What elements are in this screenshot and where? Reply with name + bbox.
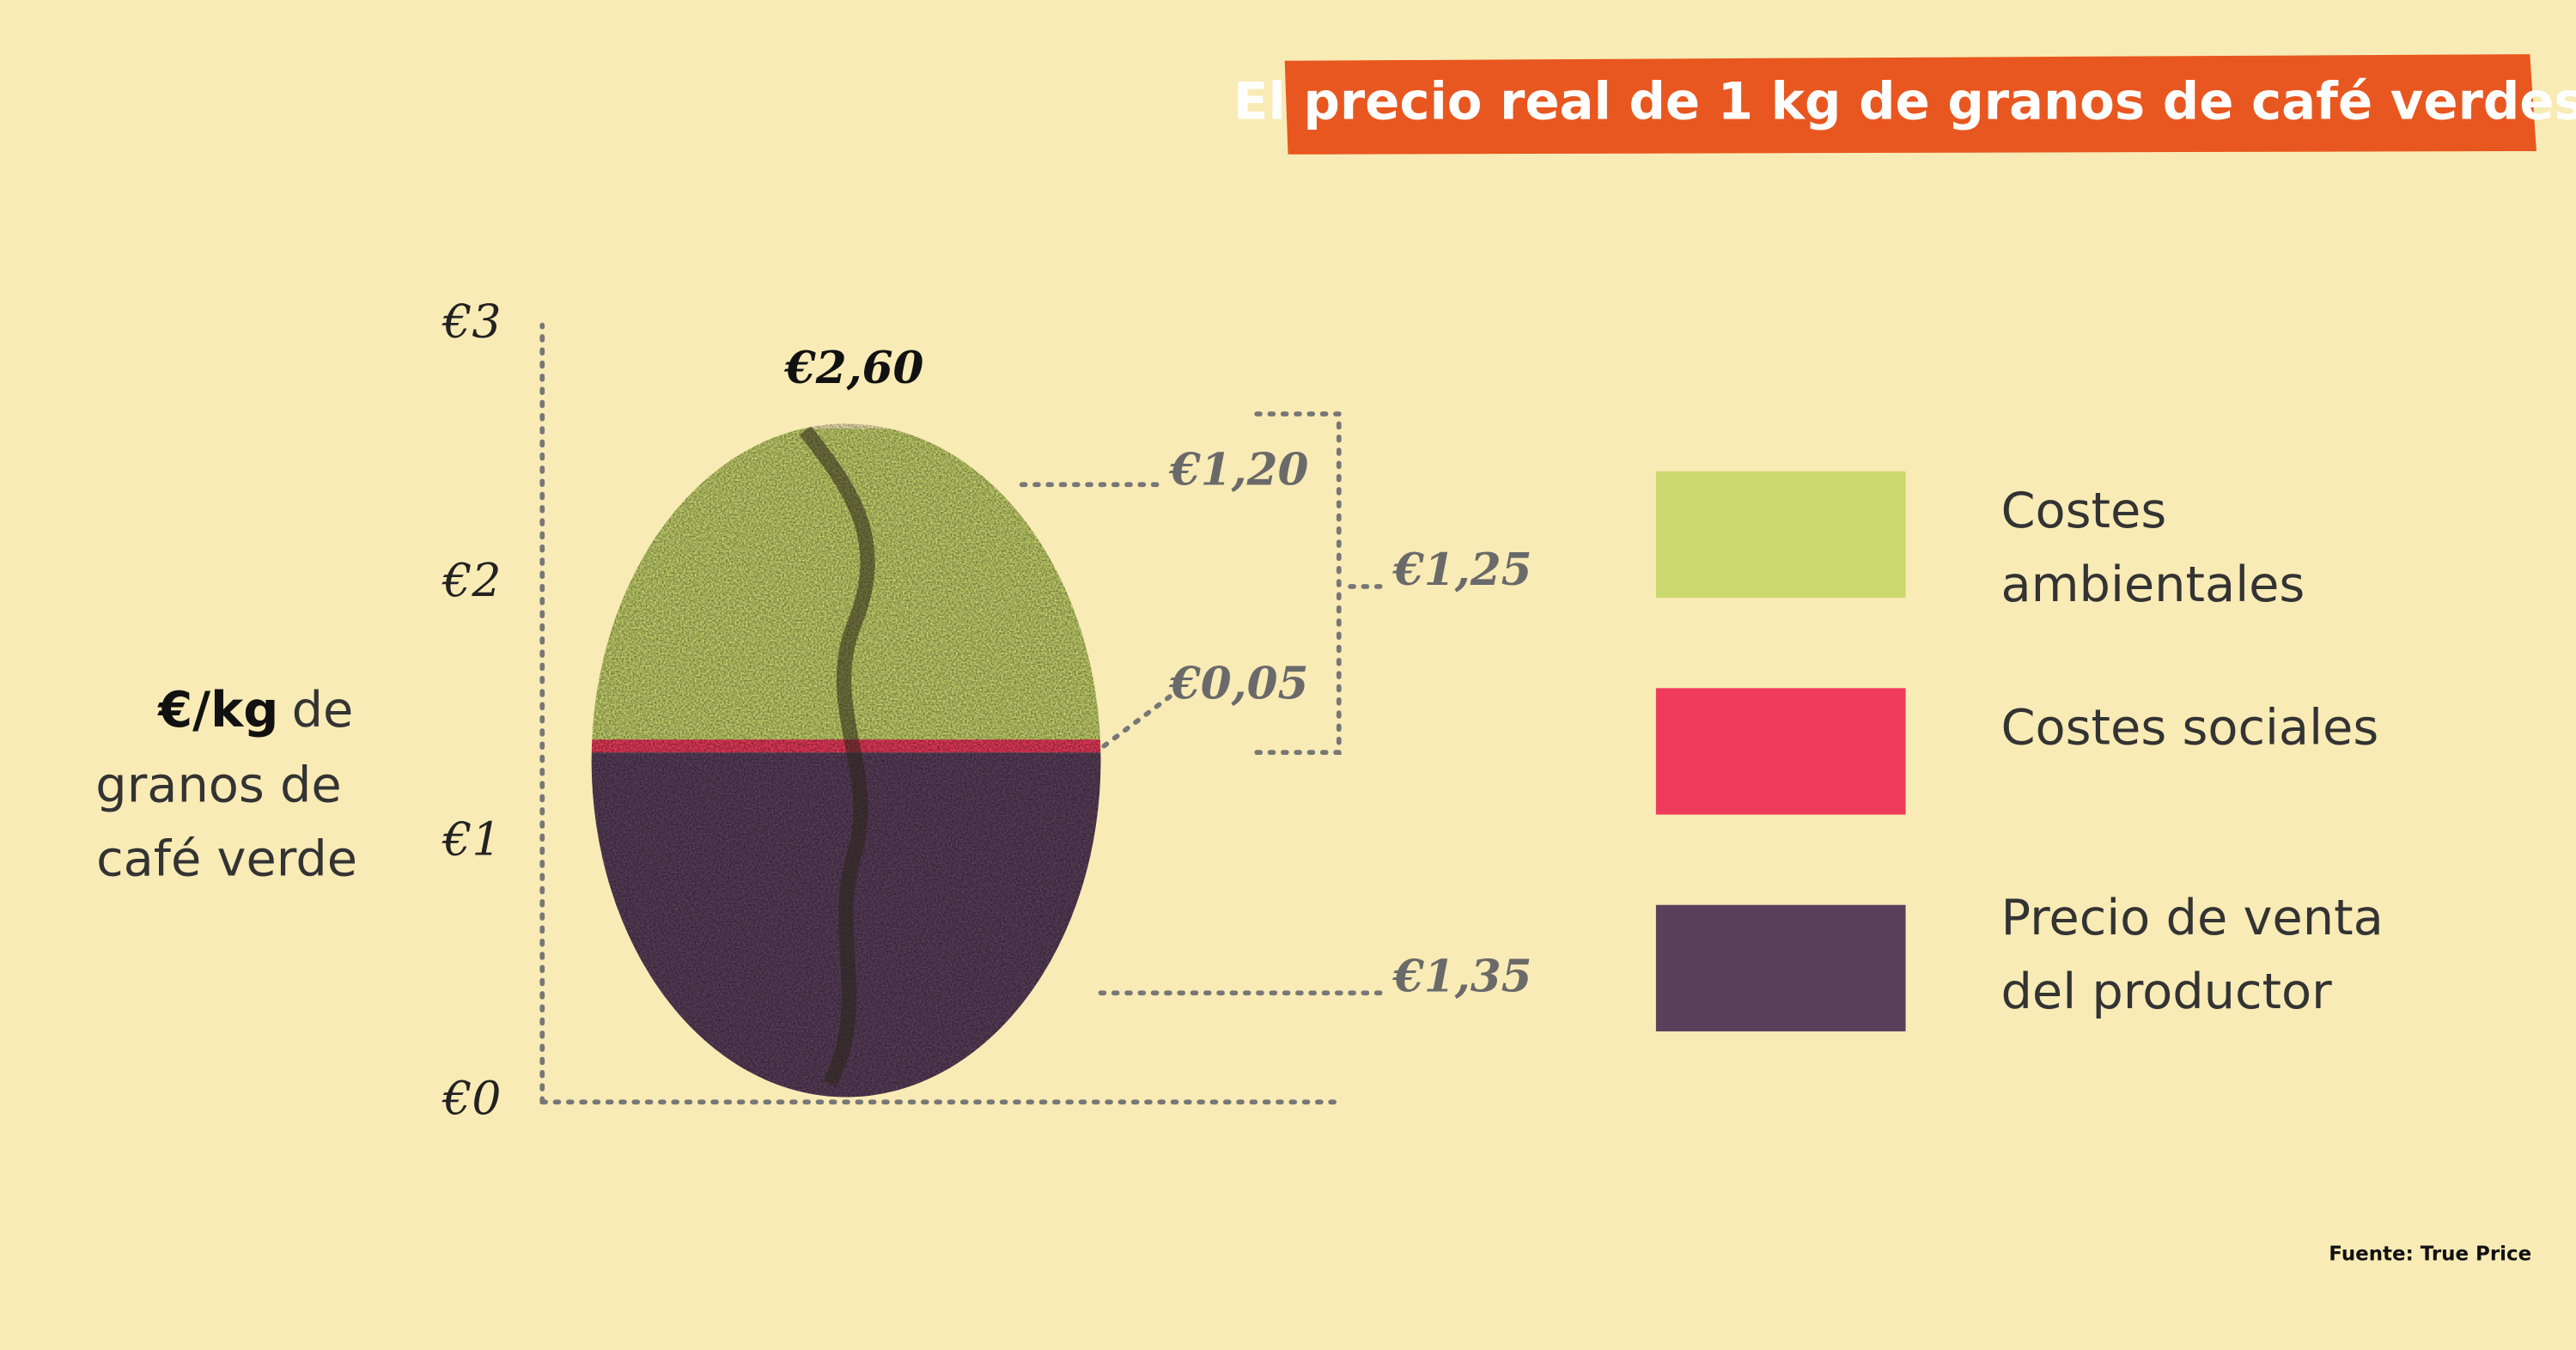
leader [1101, 694, 1172, 749]
y-label-line: granos de [95, 757, 341, 814]
value-label: €1,20 [1168, 444, 1309, 496]
legend-entry: Costes sociales [2001, 699, 2379, 757]
bean-crease [799, 425, 875, 1088]
y-tick-label: €2 [441, 553, 501, 607]
legend-swatch [1655, 688, 1906, 815]
value-label: €1,35 [1392, 951, 1532, 1002]
bracket-label: €1,25 [1392, 544, 1532, 596]
legend-label: Costes ambientales [2001, 483, 2305, 615]
chart-title: El precio real de 1 kg de granos de café… [1233, 72, 2576, 131]
bracket [1254, 411, 1342, 756]
total-label: €2,60 [783, 343, 924, 394]
legend-entry: Costes ambientales [2001, 483, 2305, 615]
source: Fuente: True Price [2329, 1244, 2531, 1266]
value-label: €0,05 [1168, 658, 1309, 709]
title-banner [1284, 54, 2536, 155]
legend-label: Precio de venta del productor [2001, 890, 2384, 1022]
legend-swatch [1655, 904, 1906, 1031]
y-axis-label: €/kg de [156, 681, 353, 739]
y-label-line: de [292, 681, 354, 739]
y-label-line: café verde [96, 830, 357, 888]
y-tick-label: €1 [441, 812, 501, 867]
legend-swatch [1655, 471, 1906, 599]
legend-label: Costes sociales [2001, 699, 2379, 757]
y-tick-label: €3 [441, 295, 501, 349]
y-label-bold: €/kg [156, 681, 278, 739]
y-tick-label: €0 [441, 1071, 501, 1125]
legend-entry: Precio de venta del productor [2001, 890, 2384, 1022]
